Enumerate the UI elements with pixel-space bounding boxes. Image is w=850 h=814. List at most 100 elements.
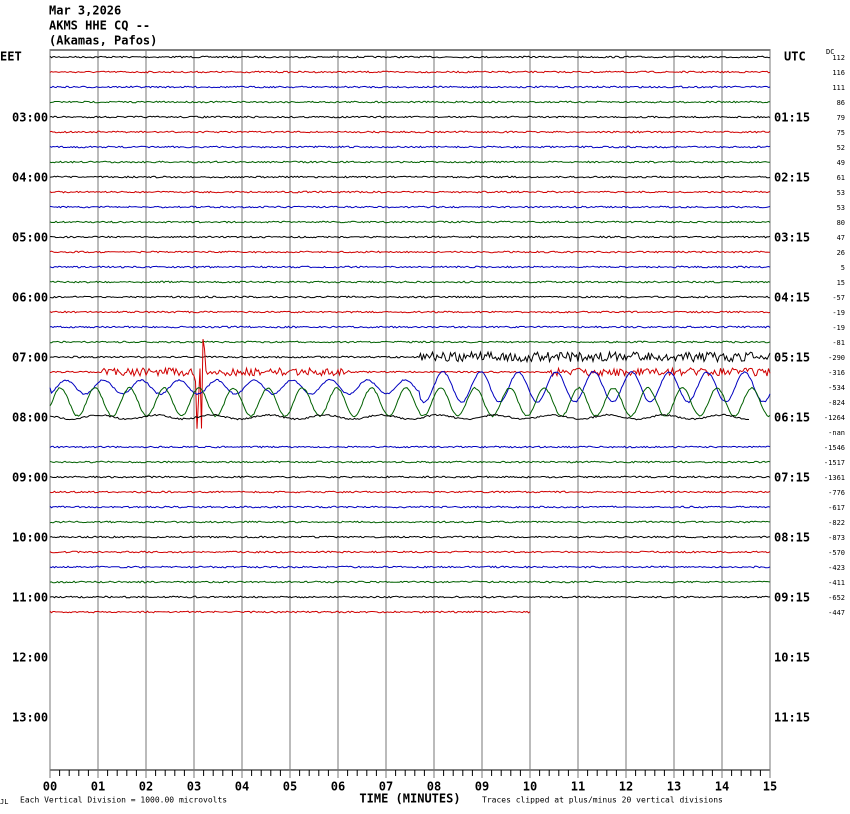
dc-label: 53 bbox=[837, 204, 845, 212]
left-time-label: 06:00 bbox=[12, 291, 48, 305]
trace bbox=[49, 190, 771, 194]
right-time-label: 10:15 bbox=[774, 651, 810, 665]
x-tick-label: 08 bbox=[427, 780, 441, 794]
left-time-label: 08:00 bbox=[12, 411, 48, 425]
left-time-label: 11:00 bbox=[12, 591, 48, 605]
right-time-label: 02:15 bbox=[774, 171, 810, 185]
x-tick-label: 01 bbox=[91, 780, 105, 794]
trace bbox=[49, 520, 771, 524]
dc-label: 111 bbox=[832, 84, 845, 92]
dc-label: -19 bbox=[832, 324, 845, 332]
dc-label: -776 bbox=[828, 489, 845, 497]
right-time-label: 06:15 bbox=[774, 411, 810, 425]
dc-label: -316 bbox=[828, 369, 845, 377]
dc-label: 49 bbox=[837, 159, 845, 167]
dc-label: -534 bbox=[828, 384, 845, 392]
dc-label: 116 bbox=[832, 69, 845, 77]
dc-label: -290 bbox=[828, 354, 845, 362]
location: (Akamas, Pafos) bbox=[49, 34, 157, 48]
x-tick-label: 09 bbox=[475, 780, 489, 794]
trace bbox=[49, 350, 771, 364]
trace bbox=[49, 340, 771, 344]
dc-label: -411 bbox=[828, 579, 845, 587]
dc-label: -652 bbox=[828, 594, 845, 602]
dc-label: 75 bbox=[837, 129, 845, 137]
trace bbox=[49, 445, 771, 449]
trace bbox=[49, 295, 771, 299]
x-tick-label: 00 bbox=[43, 780, 57, 794]
trace bbox=[49, 386, 771, 418]
x-tick-label: 10 bbox=[523, 780, 537, 794]
dc-label: -423 bbox=[828, 564, 845, 572]
trace bbox=[49, 535, 771, 539]
dc-label: -570 bbox=[828, 549, 845, 557]
x-tick-label: 15 bbox=[763, 780, 777, 794]
right-time-label: 09:15 bbox=[774, 591, 810, 605]
trace bbox=[49, 250, 770, 254]
right-time-label: 04:15 bbox=[774, 291, 810, 305]
left-time-label: 04:00 bbox=[12, 171, 48, 185]
scale-note: Each Vertical Division = 1000.00 microvo… bbox=[20, 796, 227, 805]
x-tick-label: 03 bbox=[187, 780, 201, 794]
trace bbox=[49, 205, 771, 209]
trace bbox=[49, 475, 771, 479]
right-time-label: 03:15 bbox=[774, 231, 810, 245]
trace bbox=[49, 325, 771, 329]
dc-label: -824 bbox=[828, 399, 845, 407]
trace bbox=[49, 460, 771, 464]
dc-label: 112 bbox=[832, 54, 845, 62]
trace bbox=[49, 130, 771, 134]
trace bbox=[49, 70, 771, 74]
dc-title: DC bbox=[826, 48, 834, 56]
dc-label: -57 bbox=[832, 294, 845, 302]
dc-label: -19 bbox=[832, 309, 845, 317]
right-time-label: 11:15 bbox=[774, 711, 810, 725]
dc-label: 26 bbox=[837, 249, 845, 257]
x-tick-label: 14 bbox=[715, 780, 729, 794]
left-time-label: 13:00 bbox=[12, 711, 48, 725]
left-time-label: 07:00 bbox=[12, 351, 48, 365]
x-tick-label: 12 bbox=[619, 780, 633, 794]
station: AKMS HHE CQ -- bbox=[49, 19, 150, 33]
trace bbox=[49, 85, 771, 89]
dc-label: 61 bbox=[837, 174, 845, 182]
dc-label: 80 bbox=[837, 219, 845, 227]
dc-label: -1517 bbox=[824, 459, 845, 467]
dc-label: 79 bbox=[837, 114, 845, 122]
dc-label: -nan bbox=[828, 429, 845, 437]
trace bbox=[49, 490, 771, 494]
x-axis-title: TIME (MINUTES) bbox=[359, 792, 460, 806]
right-time-label: 08:15 bbox=[774, 531, 810, 545]
dc-label: -822 bbox=[828, 519, 845, 527]
dc-label: 15 bbox=[837, 279, 845, 287]
dc-label: -1546 bbox=[824, 444, 845, 452]
dc-label: 52 bbox=[837, 144, 845, 152]
x-tick-label: 13 bbox=[667, 780, 681, 794]
dc-label: -1361 bbox=[824, 474, 845, 482]
dc-label: 53 bbox=[837, 189, 845, 197]
trace bbox=[49, 310, 771, 314]
x-tick-label: 07 bbox=[379, 780, 393, 794]
dc-label: -1264 bbox=[824, 414, 845, 422]
dc-label: 5 bbox=[841, 264, 845, 272]
trace bbox=[49, 235, 771, 239]
corner-mark: JL bbox=[0, 798, 8, 806]
trace bbox=[49, 505, 771, 509]
trace bbox=[49, 413, 750, 421]
right-time-label: 05:15 bbox=[774, 351, 810, 365]
left-time-label: 12:00 bbox=[12, 651, 48, 665]
left-time-label: 10:00 bbox=[12, 531, 48, 545]
trace bbox=[49, 595, 771, 599]
trace bbox=[49, 175, 771, 179]
dc-label: 86 bbox=[837, 99, 845, 107]
right-axis-title: UTC bbox=[784, 50, 806, 64]
trace bbox=[49, 220, 771, 224]
right-time-label: 07:15 bbox=[774, 471, 810, 485]
trace bbox=[49, 160, 770, 164]
dc-label: 47 bbox=[837, 234, 845, 242]
trace bbox=[49, 339, 771, 429]
plot-frame bbox=[49, 49, 771, 771]
left-axis-title: EET bbox=[0, 50, 22, 64]
trace bbox=[49, 280, 771, 284]
